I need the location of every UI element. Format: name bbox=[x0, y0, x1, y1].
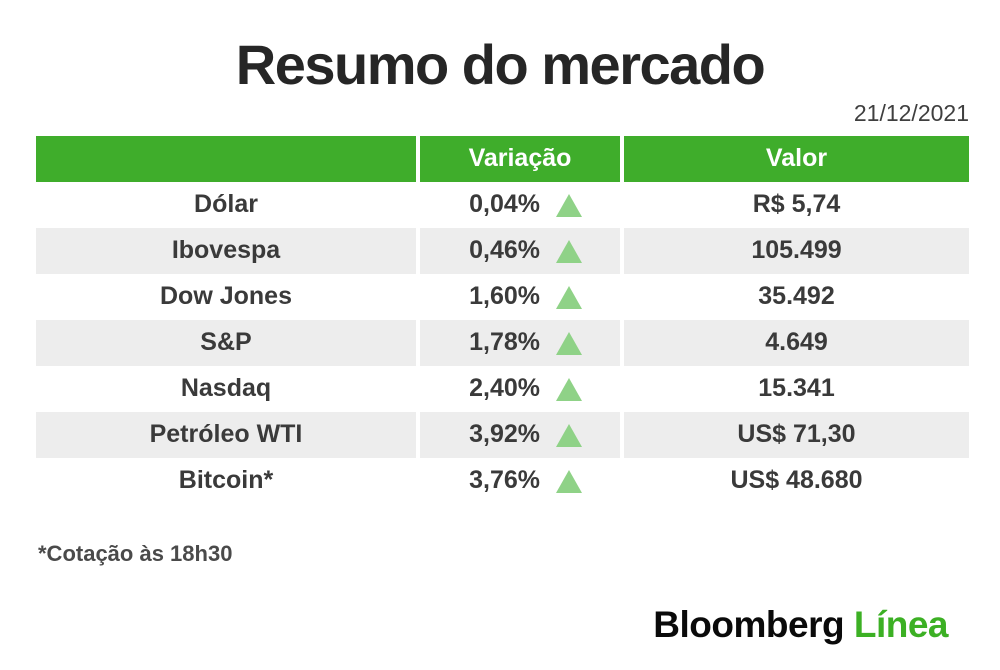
date-label: 21/12/2021 bbox=[853, 99, 969, 126]
table-row: Ibovespa 0,46% 105.499 bbox=[36, 227, 969, 274]
asset-name: Petróleo WTI bbox=[36, 411, 416, 458]
table-row: S&P 1,78% 4.649 bbox=[36, 319, 969, 366]
variation-cell: 1,60% bbox=[420, 273, 620, 320]
up-triangle-icon bbox=[556, 332, 582, 356]
value-cell: R$ 5,74 bbox=[624, 181, 969, 228]
table-row: Bitcoin* 3,76% US$ 48.680 bbox=[36, 457, 969, 504]
value-cell: 4.649 bbox=[624, 319, 969, 366]
variation-percent: 3,76% bbox=[469, 466, 540, 495]
variation-cell: 2,40% bbox=[420, 365, 620, 412]
market-table: Variação Valor Dólar 0,04% R$ 5,74 Ibove… bbox=[36, 135, 969, 504]
variation-percent: 1,78% bbox=[469, 328, 540, 357]
up-triangle-icon bbox=[556, 424, 582, 448]
value-cell: 105.499 bbox=[624, 227, 969, 274]
variation-percent: 3,92% bbox=[469, 420, 540, 449]
asset-name: Dow Jones bbox=[36, 273, 416, 320]
variation-cell: 0,46% bbox=[420, 227, 620, 274]
table-row: Dow Jones 1,60% 35.492 bbox=[36, 273, 969, 320]
up-triangle-icon bbox=[556, 470, 582, 494]
table-body: Dólar 0,04% R$ 5,74 Ibovespa 0,46% 105.4… bbox=[36, 181, 969, 504]
up-triangle-icon bbox=[556, 286, 582, 310]
table-header-row: Variação Valor bbox=[36, 135, 969, 182]
header-asset bbox=[36, 135, 416, 182]
value-cell: 15.341 bbox=[624, 365, 969, 412]
variation-percent: 1,60% bbox=[469, 282, 540, 311]
up-triangle-icon bbox=[556, 378, 582, 402]
asset-name: S&P bbox=[36, 319, 416, 366]
value-cell: US$ 71,30 bbox=[624, 411, 969, 458]
table-row: Nasdaq 2,40% 15.341 bbox=[36, 365, 969, 412]
bloomberg-linea-logo: Bloomberg Línea bbox=[653, 604, 948, 646]
asset-name: Nasdaq bbox=[36, 365, 416, 412]
variation-percent: 0,04% bbox=[469, 190, 540, 219]
table-row: Dólar 0,04% R$ 5,74 bbox=[36, 181, 969, 228]
logo-linea: Línea bbox=[853, 604, 949, 645]
variation-cell: 0,04% bbox=[420, 181, 620, 228]
value-cell: 35.492 bbox=[624, 273, 969, 320]
asset-name: Bitcoin* bbox=[36, 457, 416, 504]
asset-name: Ibovespa bbox=[36, 227, 416, 274]
variation-percent: 2,40% bbox=[469, 374, 540, 403]
variation-cell: 3,76% bbox=[420, 457, 620, 504]
page-title: Resumo do mercado bbox=[235, 33, 766, 96]
up-triangle-icon bbox=[556, 194, 582, 218]
logo-bloomberg: Bloomberg bbox=[653, 604, 845, 645]
footnote: *Cotação às 18h30 bbox=[38, 540, 233, 566]
up-triangle-icon bbox=[556, 240, 582, 264]
variation-cell: 3,92% bbox=[420, 411, 620, 458]
header-variation: Variação bbox=[420, 135, 620, 182]
asset-name: Dólar bbox=[36, 181, 416, 228]
variation-percent: 0,46% bbox=[469, 236, 540, 265]
table-row: Petróleo WTI 3,92% US$ 71,30 bbox=[36, 411, 969, 458]
variation-cell: 1,78% bbox=[420, 319, 620, 366]
header-value: Valor bbox=[624, 135, 969, 182]
value-cell: US$ 48.680 bbox=[624, 457, 969, 504]
